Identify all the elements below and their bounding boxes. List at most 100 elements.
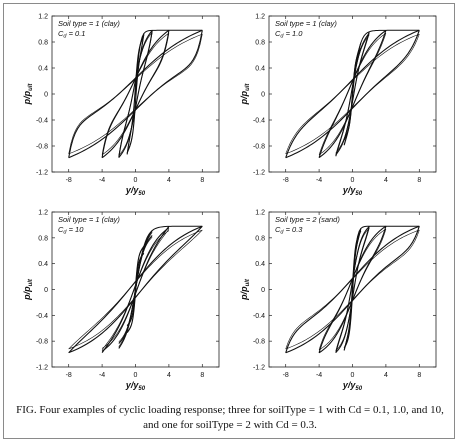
hysteresis-loop xyxy=(118,32,153,156)
y-tick-label: 0.4 xyxy=(255,261,265,268)
x-tick-label: -4 xyxy=(316,372,322,379)
x-axis-label: y/y50 xyxy=(125,185,146,197)
y-tick-label: 1.2 xyxy=(255,210,265,217)
figure-caption: FIG. Four examples of cyclic loading res… xyxy=(16,404,444,431)
y-tick-label: 0 xyxy=(261,287,265,294)
hysteresis-loop xyxy=(68,29,203,158)
hysteresis-loop xyxy=(68,225,203,354)
x-tick-label: -4 xyxy=(316,177,322,184)
hysteresis-loop xyxy=(285,229,420,350)
y-tick-label: -0.8 xyxy=(253,144,265,151)
y-tick-label: 0.4 xyxy=(255,66,265,73)
y-tick-label: -0.8 xyxy=(36,144,48,151)
y-tick-label: 0 xyxy=(261,92,265,99)
hysteresis-loop xyxy=(318,33,387,155)
hysteresis-loop xyxy=(68,225,203,354)
y-tick-label: 0 xyxy=(44,92,48,99)
x-tick-label: -4 xyxy=(99,177,105,184)
y-tick-label: -0.4 xyxy=(36,118,48,125)
x-tick-label: 8 xyxy=(200,372,204,379)
x-tick-label: -8 xyxy=(66,177,72,184)
x-tick-label: 0 xyxy=(351,372,355,379)
figure-frame: -8 -4 0 4 8 -1.2 -0.8 -0.4 0 0.4 0.8 1.2 y/y50 p/pult… xyxy=(3,3,455,439)
x-tick-label: -4 xyxy=(99,372,105,379)
x-tick-label: -8 xyxy=(283,372,289,379)
y-tick-label: -1.2 xyxy=(253,365,265,372)
hysteresis-loop xyxy=(101,229,170,349)
curve-group xyxy=(285,225,420,354)
x-tick-label: 4 xyxy=(384,372,388,379)
hysteresis-loop xyxy=(101,230,170,350)
y-axis-label: p/pult xyxy=(22,278,34,301)
y-tick-label: -1.2 xyxy=(36,170,48,177)
hysteresis-loop xyxy=(68,229,203,350)
hysteresis-loop xyxy=(335,228,370,351)
hysteresis-loop xyxy=(343,229,362,348)
hysteresis-loop xyxy=(285,29,420,158)
hysteresis-loop xyxy=(285,225,420,353)
y-tick-label: -0.4 xyxy=(36,313,48,320)
y-tick-label: -1.2 xyxy=(253,170,265,177)
x-axis-label: y/y50 xyxy=(125,380,146,392)
y-tick-label: 0.8 xyxy=(255,40,265,47)
figure-canvas: -8 -4 0 4 8 -1.2 -0.8 -0.4 0 0.4 0.8 1.2 y/y50 p/pult… xyxy=(22,14,437,392)
soil-type-label: Soil type = 2 (sand) xyxy=(275,215,340,224)
hysteresis-loop xyxy=(68,229,203,350)
hysteresis-loop xyxy=(68,34,203,155)
hysteresis-loop xyxy=(285,229,420,350)
soil-type-label: Soil type = 1 (clay) xyxy=(58,19,120,28)
x-tick-label: 0 xyxy=(134,177,138,184)
x-tick-label: 8 xyxy=(417,177,421,184)
hysteresis-loop xyxy=(335,34,370,155)
x-axis-label: y/y50 xyxy=(342,185,363,197)
cd-label: Cd = 0.1 xyxy=(58,29,85,40)
y-tick-label: 0.8 xyxy=(38,40,48,47)
hysteresis-loop xyxy=(285,226,420,354)
y-tick-label: 0.4 xyxy=(38,261,48,268)
y-tick-label: 0.8 xyxy=(38,235,48,242)
panel-1: -8 -4 0 4 8 -1.2 -0.8 -0.4 0 0.4 0.8 1.2 y/y50 p/pult… xyxy=(22,14,220,197)
x-axis-label: y/y50 xyxy=(342,380,363,392)
hysteresis-loop xyxy=(285,30,420,159)
hysteresis-loop xyxy=(118,32,153,156)
cd-label: Cd = 0.3 xyxy=(275,225,303,236)
y-tick-label: 0 xyxy=(44,287,48,294)
x-tick-label: 0 xyxy=(134,372,138,379)
x-tick-label: 0 xyxy=(351,177,355,184)
curve-group xyxy=(285,29,420,159)
y-tick-label: 1.2 xyxy=(255,14,265,21)
x-tick-label: 8 xyxy=(200,177,204,184)
hysteresis-loop xyxy=(335,228,370,351)
y-tick-label: -0.4 xyxy=(253,118,265,125)
soil-type-label: Soil type = 1 (clay) xyxy=(58,215,120,224)
x-tick-label: 4 xyxy=(167,177,171,184)
x-tick-label: 4 xyxy=(384,177,388,184)
y-tick-label: 0.4 xyxy=(38,66,48,73)
y-tick-label: 1.2 xyxy=(38,14,48,21)
y-tick-label: -0.8 xyxy=(253,339,265,346)
curve-group xyxy=(68,225,203,354)
cd-label: Cd = 1.0 xyxy=(275,29,303,40)
hysteresis-loop xyxy=(318,33,387,155)
panel-4: -8 -4 0 4 8 -1.2 -0.8 -0.4 0 0.4 0.8 1.2 y/y50 p/pult… xyxy=(239,210,437,392)
panel-2: -8 -4 0 4 8 -1.2 -0.8 -0.4 0 0.4 0.8 1.2 y/y50 p/pult… xyxy=(239,14,437,197)
hysteresis-loop xyxy=(343,48,362,145)
y-axis-label: p/pult xyxy=(22,83,34,106)
soil-type-label: Soil type = 1 (clay) xyxy=(275,19,337,28)
x-tick-label: -8 xyxy=(283,177,289,184)
hysteresis-loop xyxy=(285,34,420,155)
y-axis-label: p/pult xyxy=(239,83,251,106)
hysteresis-loop xyxy=(285,33,420,154)
curve-group xyxy=(68,29,203,159)
x-tick-label: 8 xyxy=(417,372,421,379)
hysteresis-loop xyxy=(343,231,362,350)
y-tick-label: 0.8 xyxy=(255,235,265,242)
cd-label: Cd = 10 xyxy=(58,225,84,236)
y-axis-label: p/pult xyxy=(239,278,251,301)
y-tick-label: -0.4 xyxy=(253,313,265,320)
y-tick-label: 1.2 xyxy=(38,210,48,217)
hysteresis-loop xyxy=(335,33,370,154)
hysteresis-loop xyxy=(68,33,203,154)
hysteresis-loop xyxy=(118,236,153,347)
x-tick-label: -8 xyxy=(66,372,72,379)
